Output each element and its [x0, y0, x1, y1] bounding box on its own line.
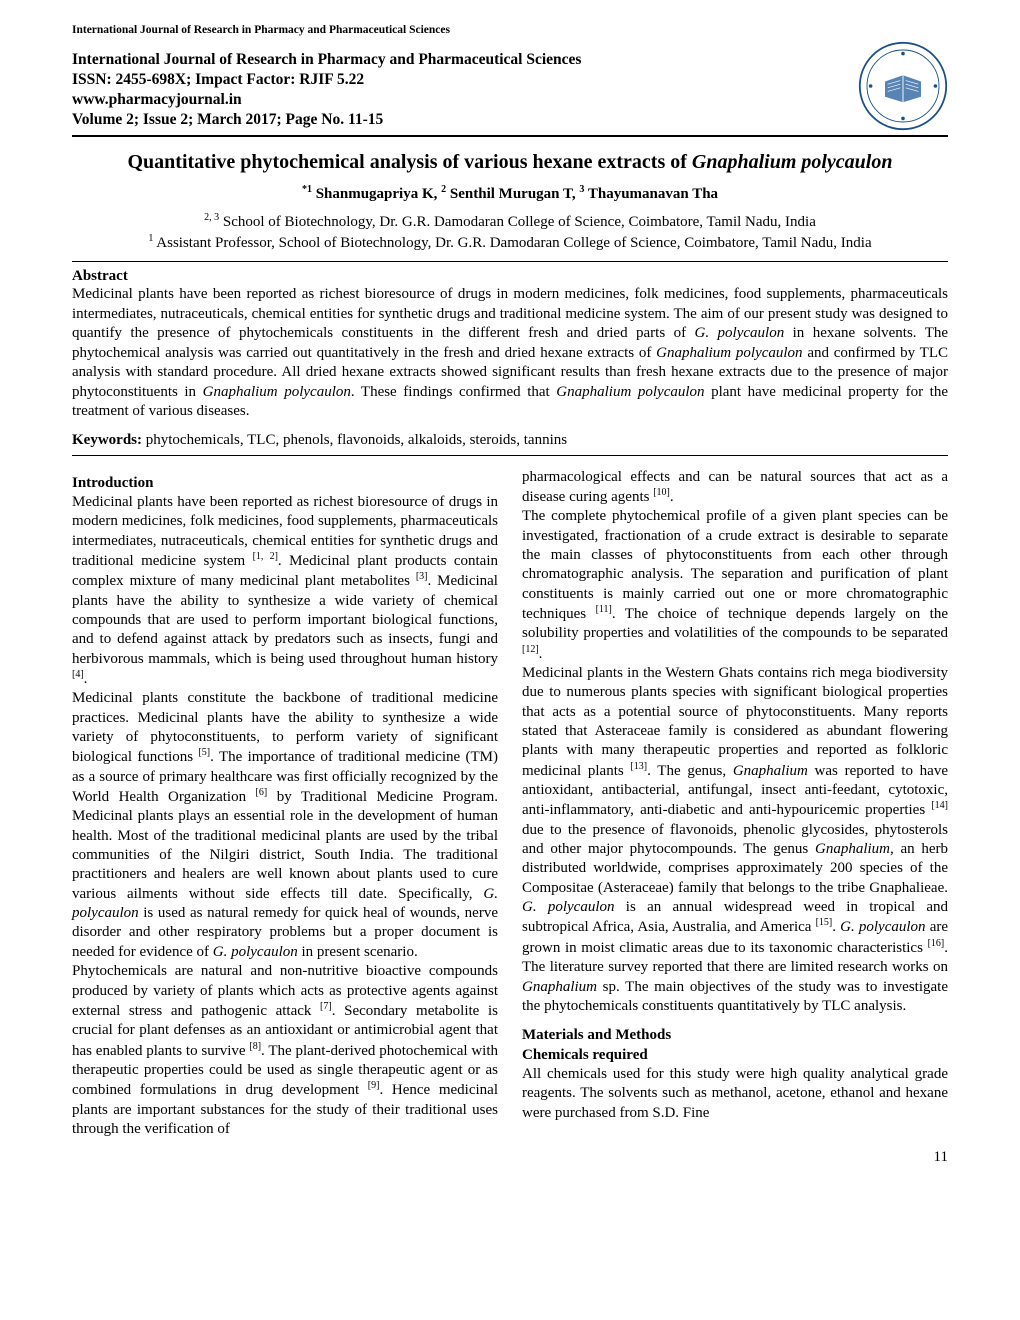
abs-t4: . These findings confirmed that: [351, 384, 556, 400]
column-right: pharmacological effects and can be natur…: [522, 468, 948, 1140]
keywords-label: Keywords:: [72, 432, 142, 448]
title-plain: Quantitative phytochemical analysis of v…: [127, 151, 691, 173]
affiliations: 2, 3 School of Biotechnology, Dr. G.R. D…: [72, 211, 948, 254]
header-bar: International Journal of Research in Pha…: [72, 24, 948, 36]
article-title: Quantitative phytochemical analysis of v…: [72, 151, 948, 174]
materials-heading: Materials and Methods: [522, 1026, 948, 1045]
author1-sup: *1: [302, 184, 312, 195]
journal-logo: [858, 41, 948, 131]
intro-p1: Medicinal plants have been reported as r…: [72, 493, 498, 689]
author2: Senthil Murugan T,: [446, 186, 579, 202]
aff1-sup: 2, 3: [204, 212, 219, 223]
chemicals-heading: Chemicals required: [522, 1046, 948, 1065]
page-number: 11: [72, 1149, 948, 1166]
title-italic: Gnaphalium polycaulon: [692, 151, 893, 173]
author3: Thayumanavan Tha: [584, 186, 718, 202]
column-left: Introduction Medicinal plants have been …: [72, 468, 498, 1140]
abs-i3: Gnaphalium polycaulon: [203, 384, 351, 400]
author1: Shanmugapriya K,: [312, 186, 441, 202]
aff-divider: [72, 261, 948, 262]
journal-info-row: International Journal of Research in Pha…: [72, 42, 948, 131]
abs-i2: Gnaphalium polycaulon: [656, 345, 802, 361]
two-column-body: Introduction Medicinal plants have been …: [72, 468, 948, 1140]
issn-line: ISSN: 2455-698X; Impact Factor: RJIF 5.2…: [72, 70, 858, 90]
aff1: School of Biotechnology, Dr. G.R. Damoda…: [219, 214, 816, 230]
keywords-divider: [72, 455, 948, 456]
running-header: International Journal of Research in Pha…: [72, 24, 450, 36]
website-line: www.pharmacyjournal.in: [72, 90, 858, 110]
keywords-text: phytochemicals, TLC, phenols, flavonoids…: [142, 432, 567, 448]
aff2: Assistant Professor, School of Biotechno…: [153, 235, 871, 251]
journal-name-bold: International Journal of Research in Pha…: [72, 50, 858, 70]
abstract-heading: Abstract: [72, 268, 948, 285]
col2-p3: Medicinal plants in the Western Ghats co…: [522, 664, 948, 1016]
intro-p2: Medicinal plants constitute the backbone…: [72, 689, 498, 962]
intro-p3: Phytochemicals are natural and non-nutri…: [72, 962, 498, 1139]
abs-i4: Gnaphalium polycaulon: [556, 384, 704, 400]
col2-p4: All chemicals used for this study were h…: [522, 1065, 948, 1123]
intro-heading: Introduction: [72, 474, 498, 493]
abstract-text: Medicinal plants have been reported as r…: [72, 285, 948, 422]
volume-line: Volume 2; Issue 2; March 2017; Page No. …: [72, 110, 858, 130]
abs-i1: G. polycaulon: [695, 325, 785, 341]
header-divider: [72, 135, 948, 137]
authors-line: *1 Shanmugapriya K, 2 Senthil Murugan T,…: [72, 184, 948, 203]
journal-info: International Journal of Research in Pha…: [72, 50, 858, 131]
keywords-line: Keywords: phytochemicals, TLC, phenols, …: [72, 432, 948, 449]
col2-p2: The complete phytochemical profile of a …: [522, 507, 948, 664]
col2-p1: pharmacological effects and can be natur…: [522, 468, 948, 508]
